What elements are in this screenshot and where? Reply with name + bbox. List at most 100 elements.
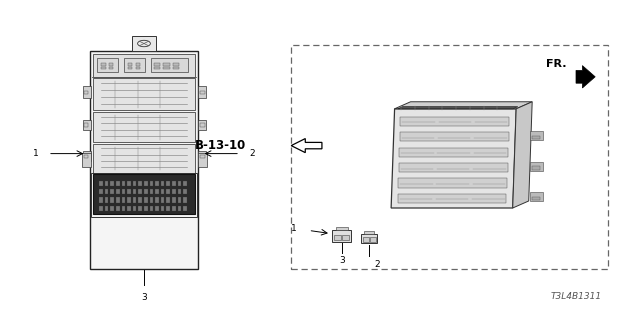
Bar xyxy=(144,197,148,203)
Text: 1: 1 xyxy=(291,224,297,233)
Bar xyxy=(291,45,608,269)
Bar xyxy=(84,91,88,94)
Bar xyxy=(161,180,164,186)
Bar xyxy=(161,189,164,194)
Bar xyxy=(138,197,142,203)
Polygon shape xyxy=(513,102,532,208)
Bar xyxy=(128,63,132,66)
Polygon shape xyxy=(399,163,508,172)
Bar xyxy=(132,36,156,51)
Bar xyxy=(138,206,142,211)
Bar xyxy=(109,63,113,66)
Bar xyxy=(198,151,206,161)
Bar xyxy=(97,58,118,72)
Bar xyxy=(127,197,131,203)
Bar xyxy=(105,206,108,211)
Text: 1: 1 xyxy=(33,149,38,158)
Bar xyxy=(154,63,160,66)
Bar xyxy=(122,206,125,211)
Bar xyxy=(101,63,106,66)
Bar xyxy=(93,112,195,142)
Bar xyxy=(200,123,205,127)
Bar xyxy=(116,189,120,194)
Bar xyxy=(128,67,132,69)
Bar xyxy=(178,180,181,186)
Bar xyxy=(127,206,131,211)
Polygon shape xyxy=(399,148,508,157)
Bar xyxy=(183,206,187,211)
Bar xyxy=(93,144,195,173)
Polygon shape xyxy=(400,132,509,141)
Bar xyxy=(198,86,206,98)
Bar xyxy=(178,189,181,194)
Bar xyxy=(363,237,369,242)
Text: 3: 3 xyxy=(141,293,147,302)
Bar xyxy=(150,206,153,211)
Bar xyxy=(101,67,106,69)
Bar xyxy=(156,180,159,186)
Bar xyxy=(91,173,197,217)
Polygon shape xyxy=(576,66,595,88)
Polygon shape xyxy=(401,116,509,126)
Bar xyxy=(151,58,188,72)
Bar xyxy=(111,189,114,194)
Bar xyxy=(166,206,170,211)
Bar xyxy=(84,123,88,127)
Polygon shape xyxy=(398,179,507,188)
Bar xyxy=(150,197,153,203)
Bar xyxy=(116,180,120,186)
Bar xyxy=(93,174,195,214)
Polygon shape xyxy=(291,139,322,153)
Bar xyxy=(156,189,159,194)
Bar xyxy=(198,120,206,130)
Bar xyxy=(83,151,91,161)
Bar xyxy=(124,58,145,72)
Polygon shape xyxy=(395,102,532,109)
Bar xyxy=(122,189,125,194)
Bar xyxy=(183,197,187,203)
Bar xyxy=(133,189,136,194)
Bar xyxy=(532,197,540,200)
Bar xyxy=(99,206,103,211)
Bar xyxy=(99,197,103,203)
Bar xyxy=(370,237,376,242)
Bar xyxy=(93,78,195,110)
Bar xyxy=(156,197,159,203)
Bar xyxy=(530,162,543,171)
Bar xyxy=(198,153,207,167)
Bar xyxy=(105,189,108,194)
Bar xyxy=(127,189,131,194)
Bar xyxy=(116,206,120,211)
Bar xyxy=(144,180,148,186)
Bar xyxy=(183,189,187,194)
Bar xyxy=(93,54,195,77)
Polygon shape xyxy=(397,194,506,203)
Bar xyxy=(161,197,164,203)
Bar xyxy=(122,180,125,186)
Bar xyxy=(163,67,170,69)
Bar xyxy=(83,86,91,98)
Bar xyxy=(136,67,140,69)
Bar xyxy=(172,206,175,211)
Bar xyxy=(109,67,113,69)
Bar xyxy=(154,67,160,69)
Bar xyxy=(136,63,140,66)
Bar xyxy=(82,153,91,167)
Bar xyxy=(532,136,540,139)
Bar xyxy=(166,180,170,186)
Bar xyxy=(200,91,205,94)
Bar xyxy=(133,197,136,203)
Bar xyxy=(127,180,131,186)
Bar xyxy=(99,189,103,194)
Bar xyxy=(173,63,179,66)
Bar xyxy=(183,180,187,186)
Bar xyxy=(364,231,374,234)
Text: T3L4B1311: T3L4B1311 xyxy=(550,292,602,301)
Bar xyxy=(532,166,540,170)
Bar xyxy=(83,120,91,130)
Bar xyxy=(133,206,136,211)
Bar xyxy=(99,180,103,186)
Text: FR.: FR. xyxy=(546,59,566,69)
Bar xyxy=(173,67,179,69)
Bar xyxy=(138,180,142,186)
